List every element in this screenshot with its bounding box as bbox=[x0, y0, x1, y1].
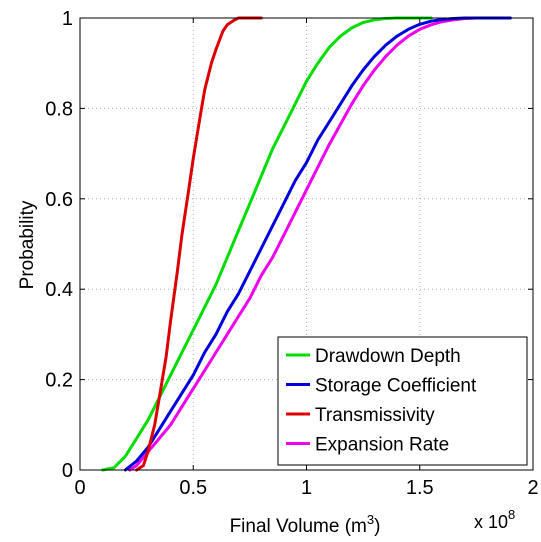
x-axis-multiplier: x 108 bbox=[474, 507, 515, 532]
legend-label: Transmissivity bbox=[315, 405, 435, 426]
legend-label: Drawdown Depth bbox=[315, 346, 461, 367]
x-axis-label-superscript: 3 bbox=[367, 512, 374, 527]
series-line-transmissivity bbox=[135, 16, 263, 472]
series-line-storage-coefficient bbox=[123, 16, 512, 472]
x-tick-label: 0.5 bbox=[179, 477, 207, 499]
legend-label: Storage Coefficient bbox=[315, 376, 477, 397]
y-tick-label: 0.4 bbox=[45, 279, 73, 301]
x-axis-multiplier-exponent: 8 bbox=[508, 507, 515, 522]
x-axis-multiplier-base: x 10 bbox=[474, 512, 508, 532]
x-tick-label: 2 bbox=[527, 477, 538, 499]
x-tick-label: 0 bbox=[74, 477, 85, 499]
x-tick-label: 1 bbox=[301, 477, 312, 499]
x-axis-label-text: Final Volume (m bbox=[230, 516, 367, 537]
y-tick-label: 0.2 bbox=[45, 370, 73, 392]
x-tick-label: 1.5 bbox=[406, 477, 434, 499]
y-axis-label: Probability bbox=[17, 200, 38, 289]
legend-label: Expansion Rate bbox=[315, 435, 449, 456]
series-lines bbox=[101, 16, 512, 472]
y-tick-label: 0.8 bbox=[45, 98, 73, 120]
legend-box bbox=[277, 336, 528, 466]
y-tick-label: 0 bbox=[62, 460, 73, 482]
x-axis-label-close: ) bbox=[374, 516, 380, 537]
series-line-expansion-rate bbox=[128, 16, 512, 472]
legend: Drawdown Depth Storage Coefficient Transmi… bbox=[277, 336, 528, 466]
x-axis-label: Final Volume (m3) bbox=[230, 512, 381, 537]
axis-ticks: 0 0.5 1 1.5 2 0 0.2 0.4 0.6 0.8 1 bbox=[45, 8, 538, 499]
y-tick-label: 0.6 bbox=[45, 189, 73, 211]
y-tick-label: 1 bbox=[62, 8, 73, 30]
